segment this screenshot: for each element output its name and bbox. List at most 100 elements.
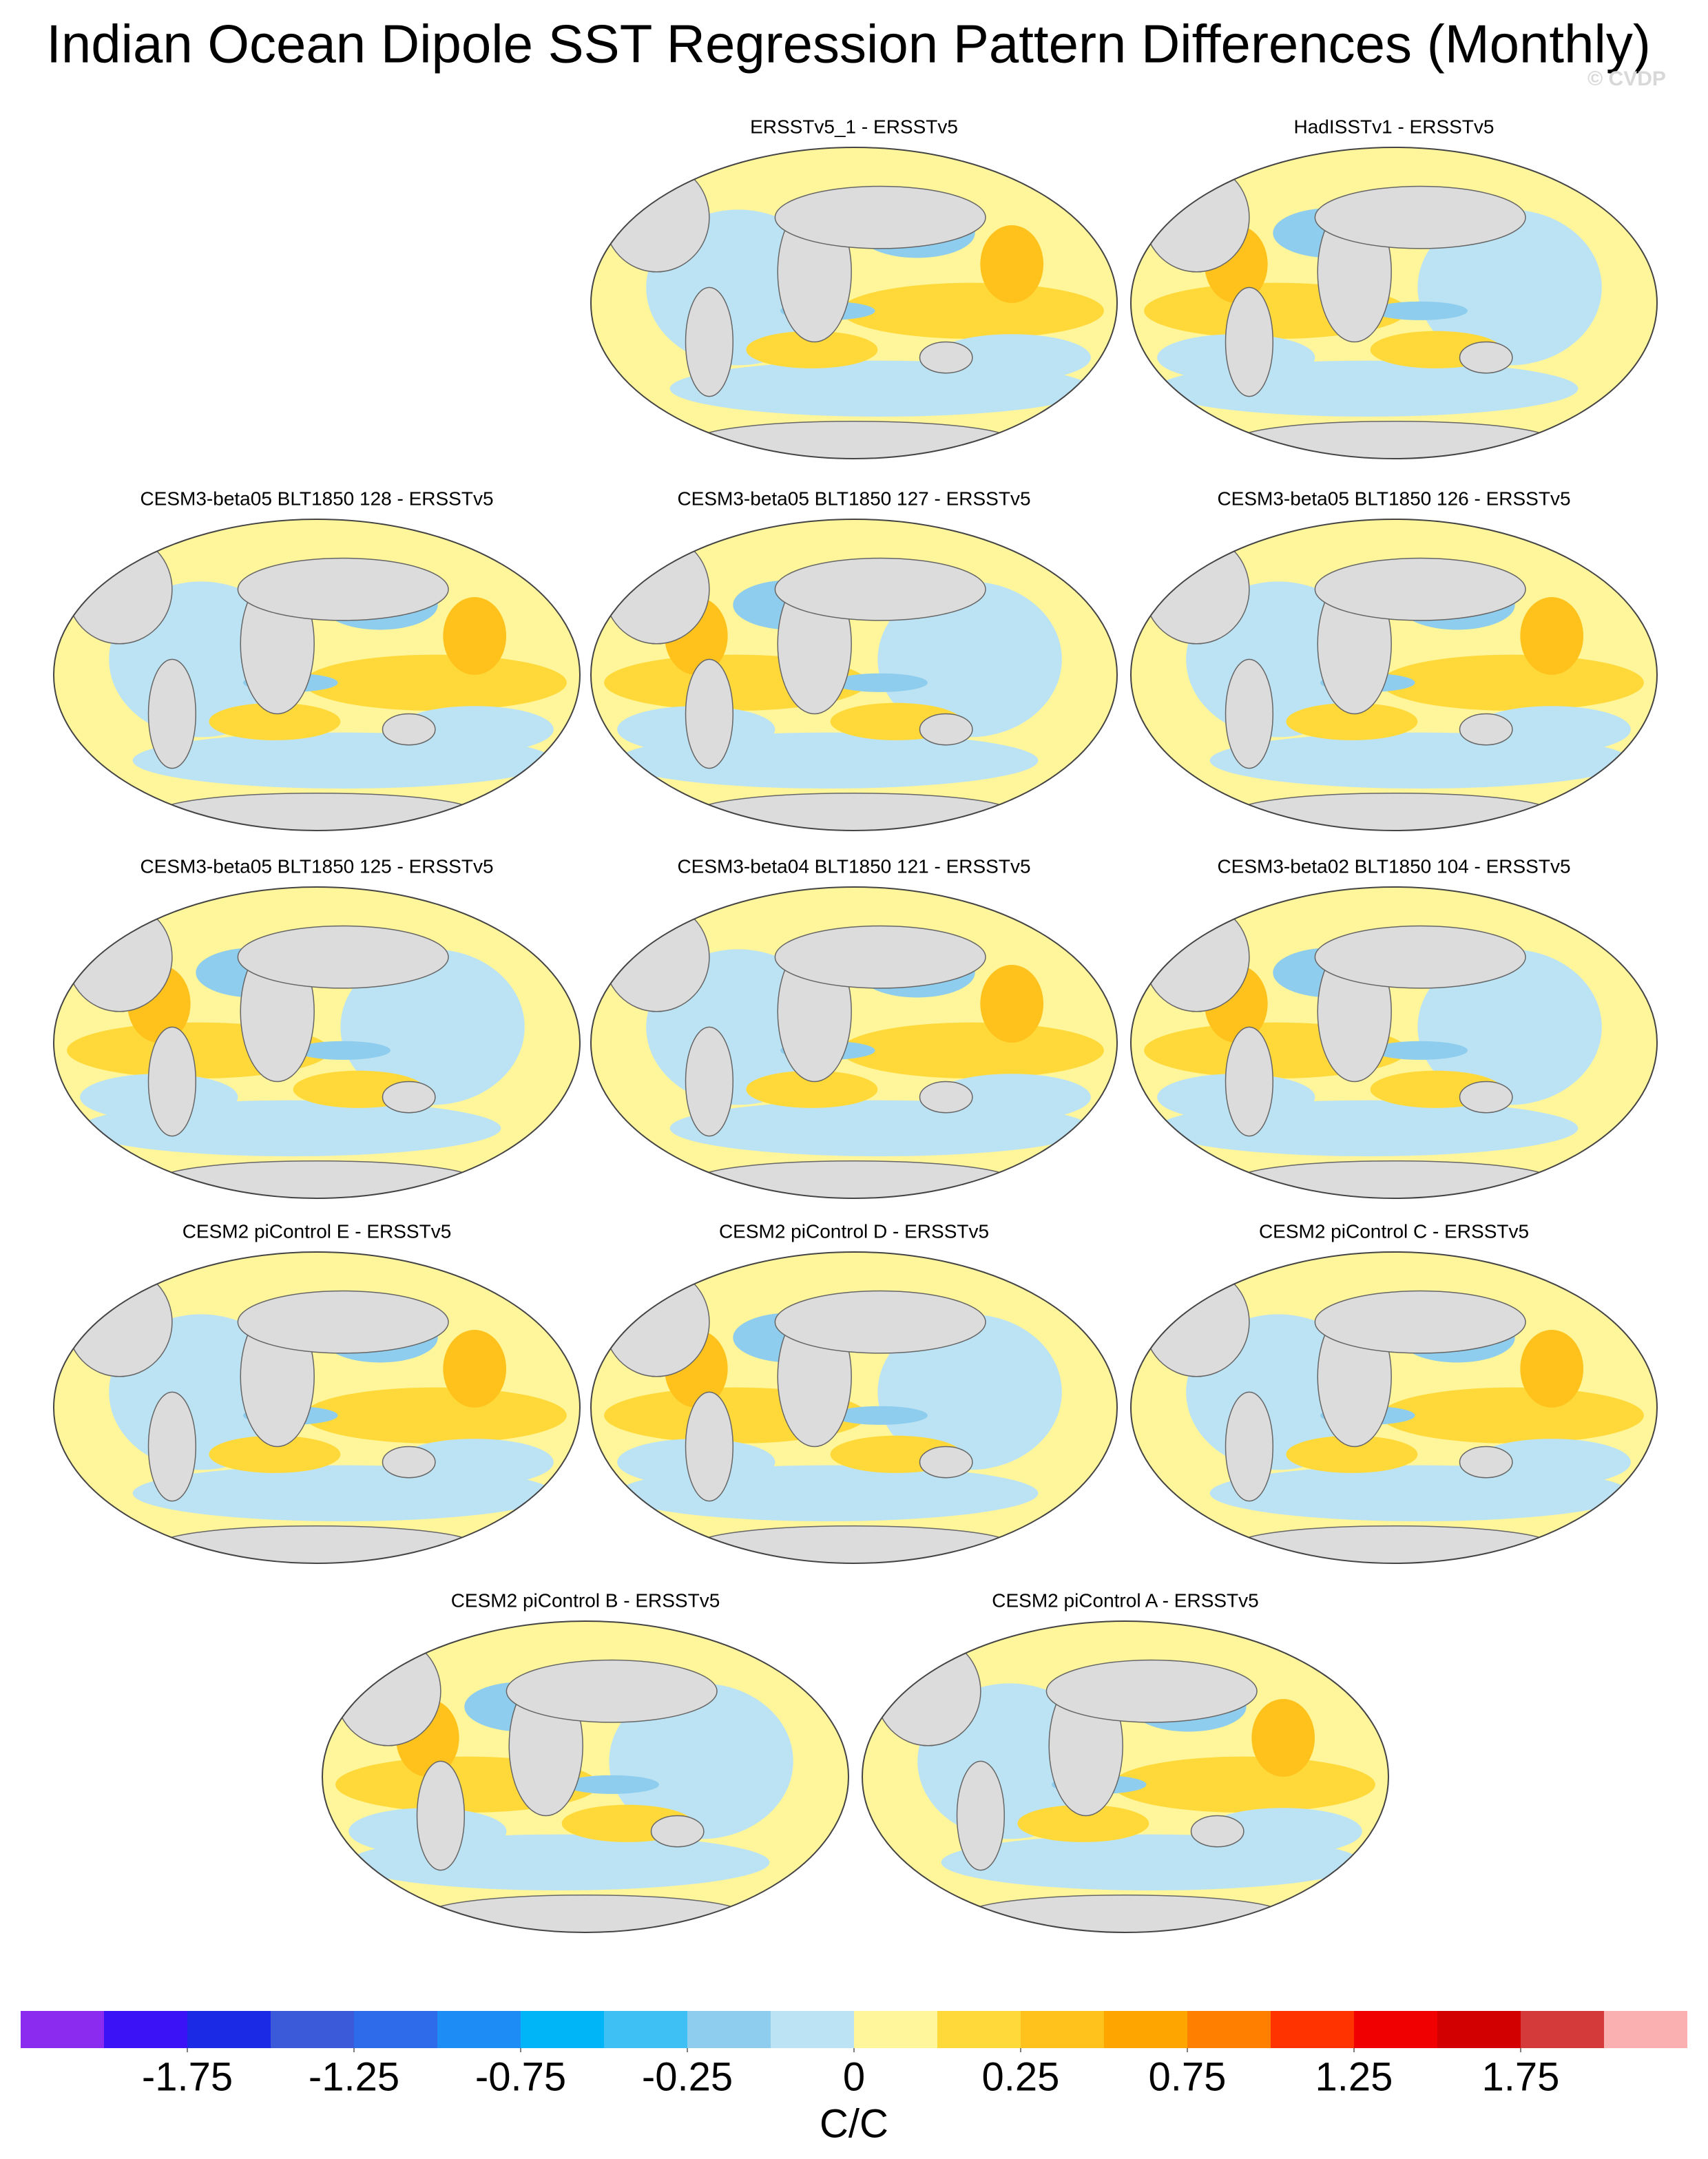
- panel-title: CESM2 piControl A - ERSSTv5: [992, 1589, 1258, 1611]
- land: [919, 1446, 973, 1479]
- land: [382, 1446, 436, 1479]
- colorbar-tick-label: -0.75: [475, 2054, 566, 2099]
- field-blob: [1520, 597, 1584, 675]
- colorbar-tick-label: -0.25: [642, 2054, 733, 2099]
- field-blob: [1417, 949, 1602, 1105]
- map-field: [591, 887, 1117, 1198]
- watermark: © CVDP: [1587, 67, 1666, 90]
- map-field: [1131, 887, 1657, 1198]
- map-border: [1130, 1251, 1658, 1564]
- colorbar-box: [437, 2011, 521, 2048]
- colorbar-box: [937, 2011, 1021, 2048]
- map-panel: CESM3-beta02 BLT1850 104 - ERSSTv5: [1130, 855, 1658, 1199]
- land: [696, 1160, 1012, 1198]
- field-blob: [1204, 1808, 1362, 1855]
- land: [774, 1290, 986, 1354]
- field-blob: [877, 1314, 1062, 1470]
- map-field: [591, 519, 1117, 831]
- panel-title: CESM3-beta02 BLT1850 104 - ERSSTv5: [1217, 855, 1570, 877]
- land: [158, 1525, 475, 1563]
- land: [1236, 421, 1552, 459]
- panel-title: CESM2 piControl D - ERSSTv5: [719, 1220, 989, 1242]
- land: [237, 557, 449, 621]
- field-blob: [933, 334, 1091, 381]
- map-border: [590, 886, 1118, 1199]
- land: [1225, 1391, 1274, 1502]
- colorbar-box: [854, 2011, 937, 2048]
- map-field: [54, 1252, 580, 1563]
- panel-title: CESM3-beta05 BLT1850 128 - ERSSTv5: [140, 488, 493, 509]
- land: [1236, 1525, 1552, 1563]
- map-border: [862, 1620, 1389, 1933]
- panel-title: CESM2 piControl B - ERSSTv5: [451, 1589, 720, 1611]
- land: [506, 1659, 718, 1723]
- land: [1314, 557, 1526, 621]
- land: [919, 341, 973, 374]
- map-border: [590, 147, 1118, 459]
- colorbar-box: [354, 2011, 437, 2048]
- land: [147, 658, 197, 769]
- land: [919, 713, 973, 746]
- colorbar-box: [271, 2011, 354, 2048]
- field-blob: [980, 965, 1044, 1043]
- land: [1314, 1290, 1526, 1354]
- map-field: [591, 147, 1117, 459]
- land: [696, 793, 1012, 831]
- land: [685, 1026, 734, 1137]
- field-blob: [877, 581, 1062, 738]
- field-blob: [840, 1022, 1104, 1078]
- map-field: [54, 887, 580, 1198]
- panel-title: CESM2 piControl C - ERSSTv5: [1259, 1220, 1529, 1242]
- land: [147, 1026, 197, 1137]
- land: [158, 1160, 475, 1198]
- panel-title: CESM3-beta05 BLT1850 126 - ERSSTv5: [1217, 488, 1570, 509]
- land: [685, 658, 734, 769]
- field-blob: [1417, 209, 1602, 366]
- land: [1225, 658, 1274, 769]
- colorbar-box: [521, 2011, 604, 2048]
- land: [427, 1895, 744, 1932]
- field-blob: [1286, 1435, 1418, 1473]
- map-panel: CESM2 piControl C - ERSSTv5: [1130, 1220, 1658, 1564]
- field-blob: [1373, 301, 1468, 320]
- field-blob: [443, 597, 507, 675]
- colorbar-box: [604, 2011, 687, 2048]
- land: [1459, 1446, 1513, 1479]
- land: [158, 793, 475, 831]
- field-blob: [209, 1435, 341, 1473]
- map-panel: ERSSTv5_1 - ERSSTv5: [590, 116, 1118, 459]
- colorbar-box: [1604, 2011, 1687, 2048]
- field-blob: [833, 673, 928, 692]
- map-border: [590, 1251, 1118, 1564]
- colorbar-box: [1521, 2011, 1604, 2048]
- map-border: [1130, 519, 1658, 831]
- panel-title: CESM3-beta04 BLT1850 121 - ERSSTv5: [677, 855, 1030, 877]
- land: [382, 1081, 436, 1114]
- colorbar-box: [1271, 2011, 1354, 2048]
- field-blob: [609, 1683, 793, 1839]
- field-blob: [395, 1439, 554, 1486]
- field-blob: [1380, 1387, 1644, 1443]
- field-blob: [1251, 1699, 1315, 1777]
- land: [650, 1815, 705, 1848]
- colorbar-tick-label: 0.75: [1149, 2054, 1227, 2099]
- field-blob: [933, 1074, 1091, 1120]
- colorbar-box: [687, 2011, 771, 2048]
- land: [237, 925, 449, 989]
- land: [237, 1290, 449, 1354]
- map-field: [1131, 519, 1657, 831]
- map-border: [1130, 886, 1658, 1199]
- map-border: [1130, 147, 1658, 459]
- field-blob: [1472, 1439, 1631, 1486]
- colorbar-tick-label: 1.75: [1482, 2054, 1560, 2099]
- colorbar-box: [1354, 2011, 1437, 2048]
- land: [1314, 925, 1526, 989]
- field-blob: [1373, 1041, 1468, 1060]
- map-panel: CESM3-beta05 BLT1850 127 - ERSSTv5: [590, 488, 1118, 831]
- colorbar-unit: C/C: [820, 2101, 888, 2146]
- colorbar-box: [1187, 2011, 1271, 2048]
- map-panel: CESM2 piControl E - ERSSTv5: [53, 1220, 581, 1564]
- land: [382, 713, 436, 746]
- land: [1045, 1659, 1258, 1723]
